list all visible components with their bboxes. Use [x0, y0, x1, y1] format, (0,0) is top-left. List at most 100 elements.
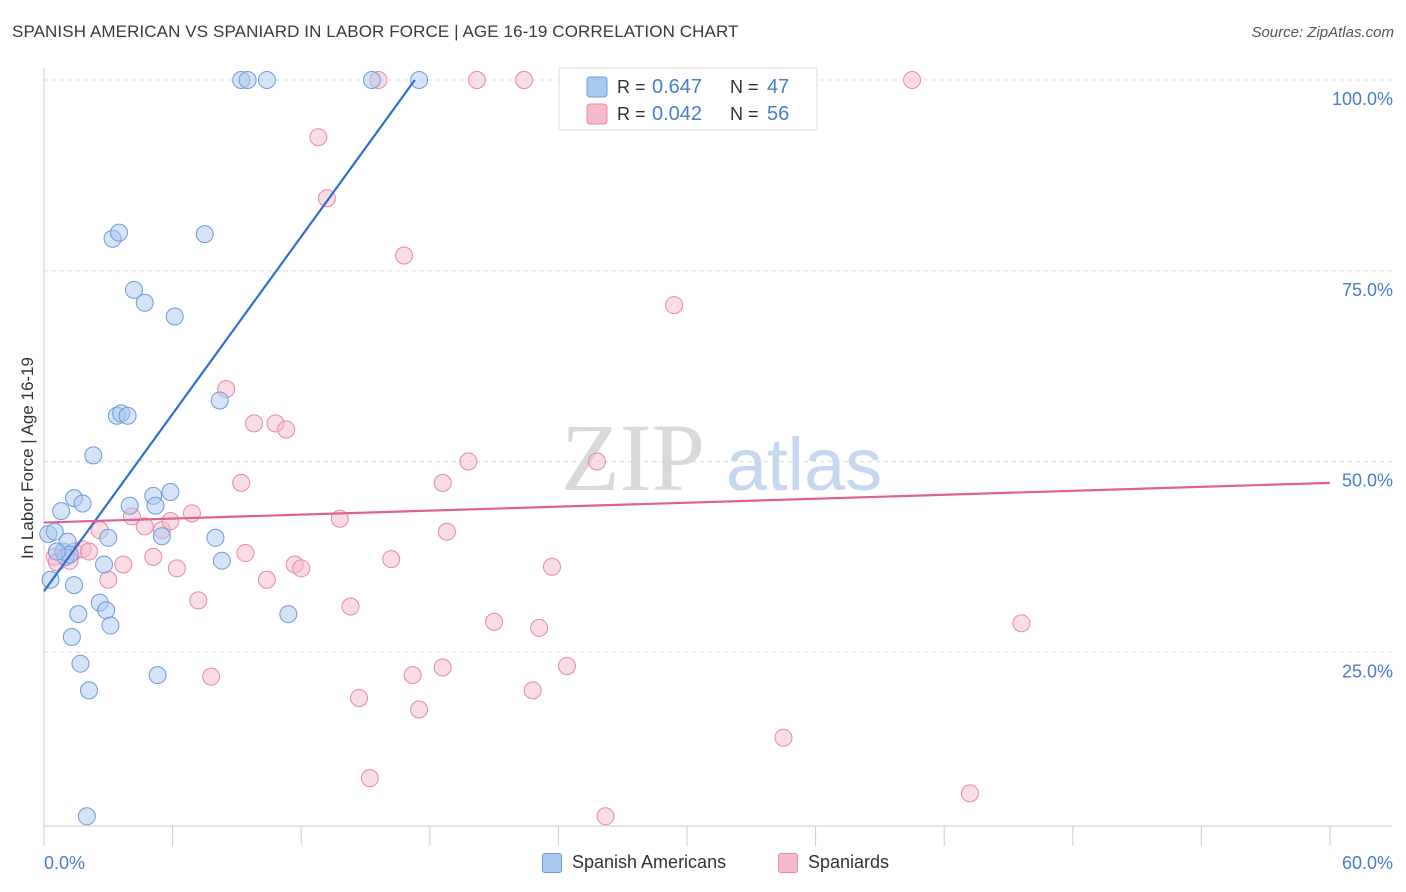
spanish-american-point — [152, 527, 171, 546]
spaniard-point — [232, 473, 251, 492]
spanish-american-point — [195, 225, 214, 244]
spaniard-point — [960, 784, 979, 803]
legend-swatch-spanish-americans — [542, 852, 562, 873]
spanish-american-point — [101, 616, 120, 635]
chart-title: SPANISH AMERICAN VS SPANIARD IN LABOR FO… — [12, 22, 739, 41]
y-tick-label: 25.0% — [1342, 661, 1393, 681]
spaniard-point — [292, 559, 311, 578]
spaniard-point — [257, 570, 276, 589]
spaniard-point — [774, 728, 793, 747]
trend-line-spaniards — [43, 481, 1331, 524]
spanish-american-point — [80, 681, 99, 700]
legend-n-label-pink: N = — [730, 104, 759, 124]
spaniard-point — [587, 452, 606, 471]
watermark-zip: ZIP — [561, 404, 705, 511]
spanish-american-point — [118, 406, 137, 425]
spanish-american-point — [212, 551, 231, 570]
spanish-american-point — [71, 654, 90, 673]
spanish-americans-points — [39, 71, 429, 826]
watermark-atlas: atlas — [726, 423, 882, 506]
spaniard-point — [596, 807, 615, 826]
spaniard-point — [360, 769, 379, 788]
spanish-american-point — [65, 576, 84, 595]
spanish-american-point — [125, 280, 144, 299]
spanish-american-point — [238, 71, 257, 89]
spaniard-point — [189, 591, 208, 610]
spaniard-point — [309, 128, 328, 147]
spaniard-point — [515, 71, 534, 89]
spaniard-point — [542, 557, 561, 576]
spaniard-point — [665, 296, 684, 315]
spanish-american-point — [110, 223, 129, 242]
legend-r-value-pink: 0.042 — [652, 103, 702, 125]
spanish-american-point — [257, 71, 276, 89]
stats-legend: R = 0.647 N = 47 R = 0.042 N = 56 — [558, 67, 818, 131]
spaniard-point — [350, 689, 369, 708]
legend-n-value-blue: 47 — [767, 76, 789, 98]
spanish-american-point — [146, 496, 165, 515]
spaniard-point — [410, 700, 429, 719]
spaniard-point — [903, 71, 922, 89]
spaniard-point — [485, 612, 504, 631]
spaniard-point — [99, 570, 118, 589]
trend-line-spanish-americans — [43, 79, 416, 592]
legend-r-label-pink: R = — [617, 104, 646, 124]
spanish-american-point — [362, 71, 381, 89]
spaniard-point — [161, 512, 180, 531]
x-tick-label-max: 60.0% — [1342, 853, 1393, 873]
spaniard-point — [467, 71, 486, 89]
spaniard-point — [245, 414, 264, 433]
spaniard-point — [523, 681, 542, 700]
y-tick-label: 50.0% — [1342, 471, 1393, 491]
spanish-american-point — [52, 502, 71, 521]
spaniard-point — [433, 658, 452, 677]
legend-item-spaniards[interactable]: Spaniards — [778, 852, 889, 873]
spanish-american-point — [77, 807, 96, 826]
spaniard-point — [1012, 614, 1031, 633]
spaniard-point — [433, 473, 452, 492]
spanish-american-point — [73, 494, 92, 513]
spaniard-point — [182, 504, 201, 523]
gridlines — [44, 79, 1392, 653]
watermark: ZIP atlas — [561, 404, 882, 511]
spanish-american-point — [62, 627, 81, 646]
spanish-american-point — [95, 555, 114, 574]
spaniard-point — [395, 246, 414, 265]
spaniard-point — [202, 667, 221, 686]
spaniard-point — [459, 452, 478, 471]
legend-r-label-blue: R = — [617, 77, 646, 97]
spanish-american-point — [161, 483, 180, 502]
legend-swatch-pink — [586, 103, 608, 125]
spanish-american-point — [97, 601, 116, 620]
spaniard-point — [341, 597, 360, 616]
legend-r-value-blue: 0.647 — [652, 76, 702, 98]
spaniard-point — [135, 517, 154, 536]
legend-label-spaniards: Spaniards — [808, 852, 890, 872]
spaniards-points — [45, 71, 1031, 826]
spaniard-point — [114, 555, 133, 574]
spaniard-point — [277, 420, 296, 439]
spanish-american-point — [165, 307, 184, 326]
legend-n-label-blue: N = — [730, 77, 759, 97]
spaniard-point — [167, 559, 186, 578]
spaniard-point — [382, 550, 401, 569]
spaniard-point — [80, 542, 99, 561]
spanish-american-point — [148, 666, 167, 685]
spaniard-point — [530, 618, 549, 637]
spaniard-point — [236, 544, 255, 563]
spanish-american-point — [279, 605, 298, 624]
legend-item-spanish-americans[interactable]: Spanish Americans — [542, 852, 726, 873]
spaniard-point — [144, 547, 163, 566]
x-tick-label-min: 0.0% — [44, 853, 85, 873]
axes — [43, 68, 1392, 846]
spanish-american-point — [135, 293, 154, 312]
spaniard-point — [437, 522, 456, 541]
trend-lines — [43, 79, 1331, 592]
spanish-american-point — [206, 528, 225, 547]
spanish-american-point — [47, 542, 66, 561]
spanish-american-point — [99, 528, 118, 547]
legend-label-spanish-americans: Spanish Americans — [572, 852, 727, 872]
spanish-american-point — [69, 605, 88, 624]
legend-n-value-pink: 56 — [767, 103, 789, 125]
